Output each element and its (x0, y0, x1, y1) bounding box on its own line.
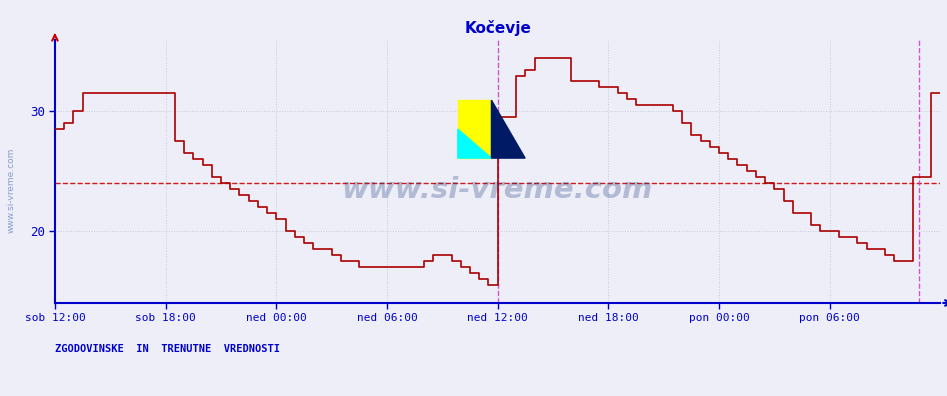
Title: Kočevje: Kočevje (464, 20, 531, 36)
Text: www.si-vreme.com: www.si-vreme.com (7, 147, 16, 233)
Polygon shape (491, 100, 525, 158)
Text: ZGODOVINSKE  IN  TRENUTNE  VREDNOSTI: ZGODOVINSKE IN TRENUTNE VREDNOSTI (55, 345, 280, 354)
Bar (457, 100, 491, 158)
Text: www.si-vreme.com: www.si-vreme.com (342, 176, 653, 204)
Polygon shape (457, 129, 491, 158)
